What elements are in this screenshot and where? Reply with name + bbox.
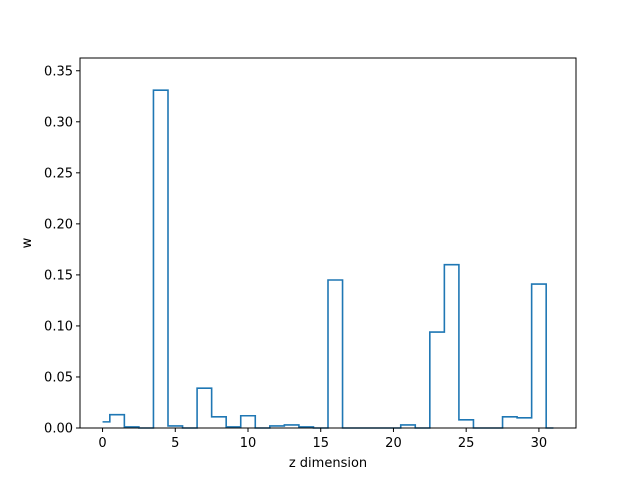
x-tick-label: 25 [458,436,475,451]
x-tick-label: 20 [385,436,402,451]
x-axis-label: z dimension [289,456,367,471]
y-tick-label: 0.20 [44,217,73,232]
x-tick-label: 5 [171,436,179,451]
y-axis: 0.00 0.05 0.10 0.15 0.20 0.25 0.30 0.35 [44,64,80,437]
x-tick-label: 30 [531,436,548,451]
x-tick-label: 0 [98,436,106,451]
y-tick-label: 0.35 [44,64,73,79]
y-tick-label: 0.00 [44,422,73,437]
y-tick-label: 0.05 [44,370,73,385]
y-axis-label: w [20,237,35,248]
y-tick-label: 0.25 [44,166,73,181]
x-tick-label: 10 [240,436,257,451]
y-tick-label: 0.10 [44,319,73,334]
x-axis: 0 5 10 15 20 25 30 [98,428,547,451]
plot-frame [79,57,577,429]
y-tick-label: 0.15 [44,268,73,283]
y-tick-label: 0.30 [44,115,73,130]
x-tick-label: 15 [312,436,329,451]
